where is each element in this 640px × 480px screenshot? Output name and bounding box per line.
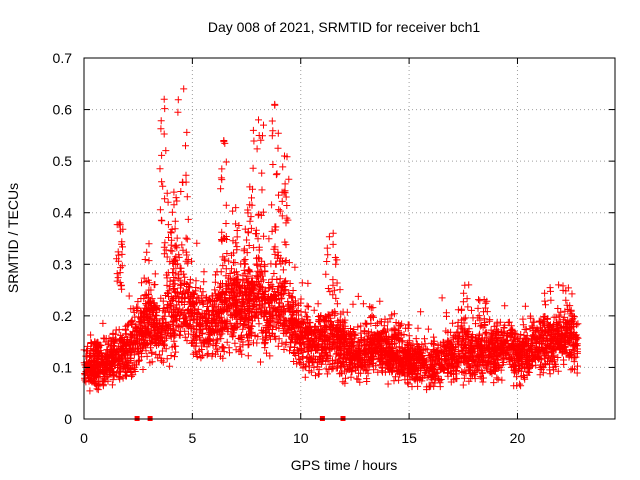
data-point — [538, 356, 546, 364]
data-point — [536, 371, 544, 379]
data-point — [291, 263, 299, 271]
data-point — [204, 350, 212, 358]
data-point — [199, 288, 207, 296]
data-point — [573, 369, 581, 377]
data-point — [395, 322, 403, 330]
y-tick-label: 0.1 — [53, 359, 73, 375]
y-tick-label: 0.3 — [53, 256, 73, 272]
data-point — [283, 317, 291, 325]
data-point — [216, 284, 224, 291]
data-point — [93, 385, 101, 393]
y-tick-label: 0 — [64, 411, 72, 427]
y-tick-label: 0.2 — [53, 308, 73, 324]
data-point — [162, 345, 170, 353]
data-point — [163, 274, 171, 282]
y-tick-label: 0.5 — [53, 153, 73, 169]
data-point — [349, 300, 357, 308]
data-point — [167, 352, 175, 359]
data-point — [561, 307, 569, 315]
data-point — [265, 235, 273, 243]
x-tick-label: 5 — [188, 430, 196, 446]
data-point — [282, 316, 290, 324]
data-point — [398, 338, 406, 346]
data-point — [359, 300, 367, 308]
data-point — [392, 373, 399, 381]
data-point — [421, 335, 428, 343]
data-point — [158, 347, 166, 355]
data-point — [522, 326, 530, 334]
x-axis-label: GPS time / hours — [291, 457, 398, 473]
data-point — [392, 319, 400, 326]
data-point — [239, 325, 247, 333]
data-point — [169, 269, 177, 276]
data-point — [280, 346, 288, 353]
data-point — [87, 331, 95, 339]
data-point — [323, 370, 331, 378]
data-point — [459, 369, 467, 376]
data-point — [243, 275, 250, 283]
data-point — [99, 319, 107, 327]
data-point — [258, 272, 266, 280]
data-point — [465, 325, 473, 333]
data-point — [171, 353, 178, 361]
y-axis-label: SRMTID / TECUs — [5, 183, 21, 293]
data-point — [245, 242, 253, 249]
y-tick-label: 0.4 — [53, 205, 73, 221]
y-tick-label: 0.7 — [53, 50, 73, 66]
data-point — [478, 374, 486, 382]
x-tick-label: 10 — [293, 430, 309, 446]
data-point — [160, 304, 168, 312]
data-point — [170, 276, 178, 284]
data-point — [253, 339, 261, 347]
data-point — [172, 269, 180, 277]
data-point — [496, 318, 504, 326]
data-point — [354, 292, 362, 300]
data-point — [554, 305, 562, 312]
data-point — [493, 374, 501, 382]
y-tick-label: 0.6 — [53, 102, 73, 118]
data-point — [139, 366, 147, 373]
data-point — [326, 288, 334, 296]
data-point — [326, 361, 334, 369]
data-point — [430, 333, 438, 341]
data-point — [224, 281, 232, 289]
data-point — [193, 239, 201, 247]
data-point — [217, 320, 225, 328]
data-point — [460, 374, 468, 382]
data-point — [462, 314, 470, 322]
data-points — [80, 85, 582, 395]
data-point — [354, 323, 362, 331]
data-point — [279, 266, 287, 274]
chart-title: Day 008 of 2021, SRMTID for receiver bch… — [208, 19, 481, 35]
data-point — [380, 322, 388, 330]
x-tick-label: 15 — [401, 430, 417, 446]
data-point — [170, 265, 178, 273]
data-point — [490, 379, 498, 387]
data-point — [181, 333, 189, 341]
data-point — [163, 281, 171, 289]
data-point — [170, 285, 178, 292]
data-point — [370, 366, 378, 374]
data-point — [537, 323, 544, 331]
data-point — [421, 340, 429, 348]
x-tick-label: 20 — [510, 430, 526, 446]
data-point — [417, 308, 425, 316]
data-point — [175, 331, 183, 339]
data-point — [217, 335, 225, 343]
data-point — [356, 378, 364, 386]
data-point — [189, 338, 197, 346]
data-point — [516, 380, 524, 388]
data-point — [245, 340, 253, 348]
data-point — [286, 332, 294, 340]
data-point — [128, 316, 136, 324]
data-point — [222, 272, 230, 280]
x-tick-label: 0 — [80, 430, 88, 446]
data-point — [192, 277, 200, 285]
data-point — [259, 276, 267, 284]
data-point — [562, 296, 570, 304]
data-point — [166, 362, 174, 370]
